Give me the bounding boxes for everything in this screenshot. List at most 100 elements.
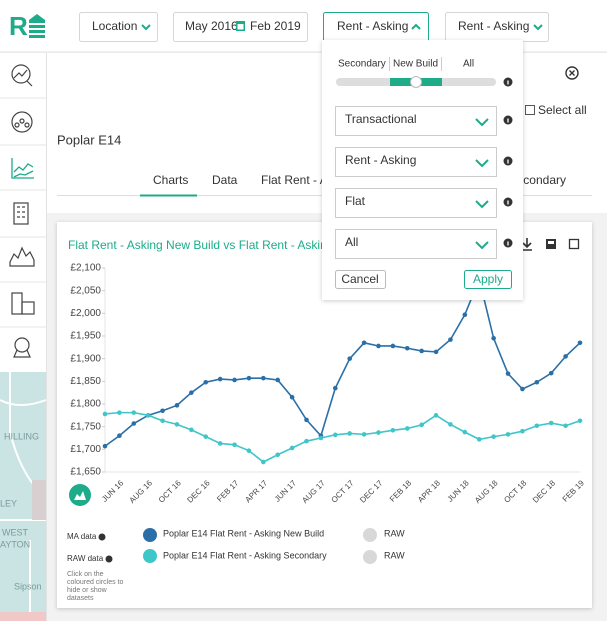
chart-title: Flat Rent - Asking New Build vs Flat Ren… — [68, 238, 394, 252]
data-point — [419, 348, 424, 354]
data-point — [160, 418, 165, 424]
data-point — [404, 426, 410, 431]
checkbox[interactable] — [525, 105, 535, 115]
data-point — [289, 445, 295, 451]
data-point — [534, 423, 540, 429]
data-point — [189, 390, 194, 395]
data-point — [563, 423, 568, 429]
button-label: Location — [92, 19, 137, 33]
data-point — [347, 356, 352, 361]
data-point — [505, 371, 511, 376]
data-point — [304, 438, 309, 444]
tab[interactable]: Data — [212, 173, 238, 187]
data-point — [289, 394, 295, 400]
data-point — [275, 452, 281, 458]
data-point — [577, 340, 583, 346]
legend-marker[interactable] — [143, 549, 157, 563]
button-label: Rent - Asking — [458, 19, 529, 33]
y-tick-label: £2,000 — [70, 308, 101, 319]
data-point — [117, 433, 122, 439]
y-tick-label: £2,050 — [70, 285, 101, 296]
map-area — [32, 480, 46, 520]
date-from: May 2016 — [185, 19, 238, 33]
calendar-icon — [236, 21, 245, 31]
data-point — [318, 435, 324, 441]
select-box[interactable] — [335, 188, 497, 218]
data-point — [174, 403, 180, 408]
info-icon[interactable] — [98, 533, 106, 541]
y-tick-label: £1,700 — [70, 444, 101, 455]
date-to: Feb 2019 — [250, 19, 301, 33]
data-point — [347, 431, 352, 436]
chevron — [533, 24, 543, 31]
map-roads — [0, 372, 47, 621]
select-box[interactable] — [335, 147, 497, 177]
map-label: Sipson — [14, 581, 42, 591]
map-label: LEY — [0, 498, 17, 508]
data-point — [333, 432, 338, 438]
data-point — [261, 375, 266, 381]
data-point — [448, 422, 453, 427]
data-point — [534, 379, 540, 385]
data-point — [520, 428, 525, 434]
data-point — [520, 386, 525, 392]
chevron — [475, 159, 489, 168]
apply-button[interactable] — [464, 270, 512, 289]
data-point — [433, 349, 439, 355]
slider-handle[interactable] — [410, 76, 422, 88]
slider-label[interactable]: New Build — [393, 59, 438, 70]
slider-label[interactable]: All — [463, 59, 474, 70]
y-tick-label: £1,650 — [70, 467, 101, 478]
chevron — [475, 200, 489, 209]
chart-tools[interactable] — [522, 238, 580, 251]
select-all-label: Select all — [538, 103, 587, 117]
data-point — [419, 422, 424, 428]
location-button[interactable] — [79, 12, 158, 42]
data-point — [390, 427, 396, 433]
legend-entry: Poplar E14 Flat Rent - Asking Secondary — [163, 550, 327, 560]
data-point — [304, 417, 309, 423]
data-point — [476, 437, 482, 442]
slider-label[interactable]: Secondary — [338, 59, 386, 70]
select-value: Flat — [345, 194, 366, 208]
data-point — [361, 340, 367, 346]
map-labels: HILLING LEY WEST AYTON Sipson — [0, 431, 42, 591]
legend-note: Click on the — [67, 571, 104, 578]
info-icon[interactable] — [105, 555, 113, 563]
data-point — [232, 377, 237, 383]
data-point — [261, 459, 266, 465]
map-label: HILLING — [4, 431, 39, 441]
legend-toggle[interactable] — [363, 528, 377, 542]
legend-marker[interactable] — [143, 528, 157, 542]
map-label: AYTON — [0, 539, 30, 549]
y-tick-label: £1,750 — [70, 421, 101, 432]
map-area — [0, 612, 46, 621]
filter-dropdown: Secondary New Build All Transactional Ren… — [322, 40, 523, 300]
cancel-button[interactable] — [335, 270, 386, 289]
data-point — [361, 432, 367, 437]
area-chart-button[interactable] — [69, 484, 91, 506]
data-point — [433, 413, 439, 418]
legend-toggle[interactable] — [363, 550, 377, 564]
close-icon[interactable] — [565, 66, 579, 80]
data-point — [491, 335, 496, 341]
chevron — [475, 241, 489, 250]
select-box[interactable] — [335, 106, 497, 136]
logo-mark — [29, 14, 45, 38]
data-point — [448, 337, 453, 342]
tab[interactable]: Charts — [153, 173, 188, 187]
logo[interactable]: R — [9, 11, 28, 41]
button-label: Apply — [473, 272, 503, 286]
data-point — [462, 312, 468, 317]
select-value: All — [345, 235, 358, 249]
series-line — [104, 411, 581, 463]
select-box[interactable] — [335, 229, 497, 259]
data-point — [246, 375, 252, 381]
legend-entry: RAW — [384, 550, 405, 560]
y-tick-label: £1,800 — [70, 399, 101, 410]
data-point — [491, 434, 496, 439]
chevron — [411, 23, 421, 30]
map-label: WEST — [2, 527, 29, 537]
legend-note: hide or show — [67, 587, 108, 594]
